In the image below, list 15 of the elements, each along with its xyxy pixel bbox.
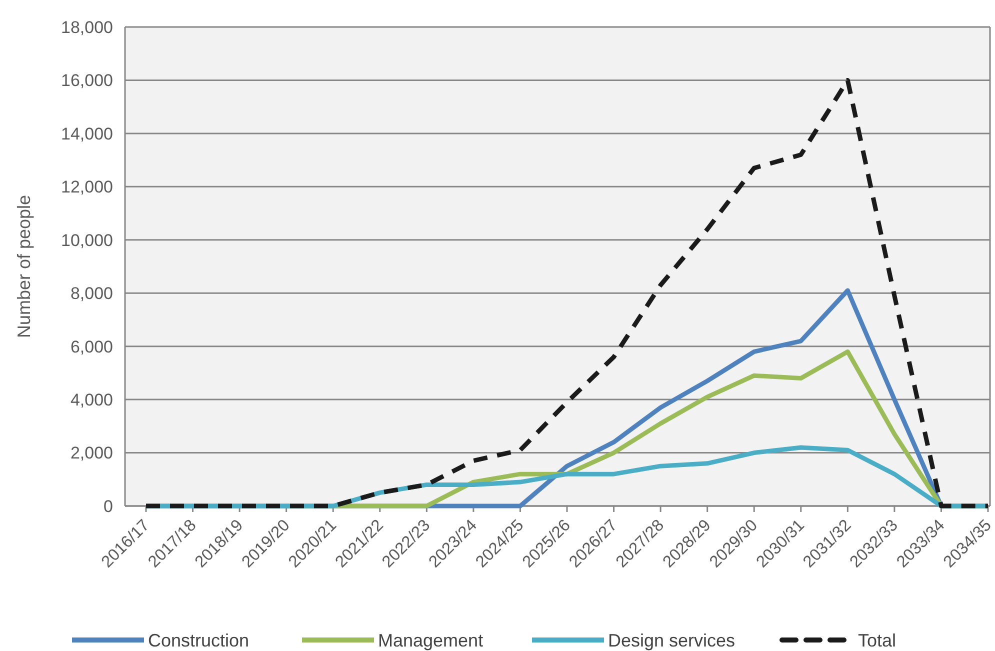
legend-label: Total [858,630,896,650]
legend-label: Construction [148,630,250,650]
y-tick-label: 0 [104,496,113,516]
y-tick-label: 14,000 [61,124,113,144]
y-tick-label: 6,000 [70,337,113,356]
y-tick-label: 10,000 [61,230,113,250]
y-tick-label: 2,000 [70,444,113,463]
y-tick-label: 18,000 [61,18,113,37]
y-tick-label: 12,000 [61,178,113,197]
y-axis-title: Number of people [14,194,34,338]
legend-label: Management [378,630,484,650]
legend-label: Design services [608,630,736,650]
y-tick-label: 16,000 [61,71,113,90]
y-tick-label: 4,000 [70,390,113,410]
y-tick-label: 8,000 [70,284,113,304]
